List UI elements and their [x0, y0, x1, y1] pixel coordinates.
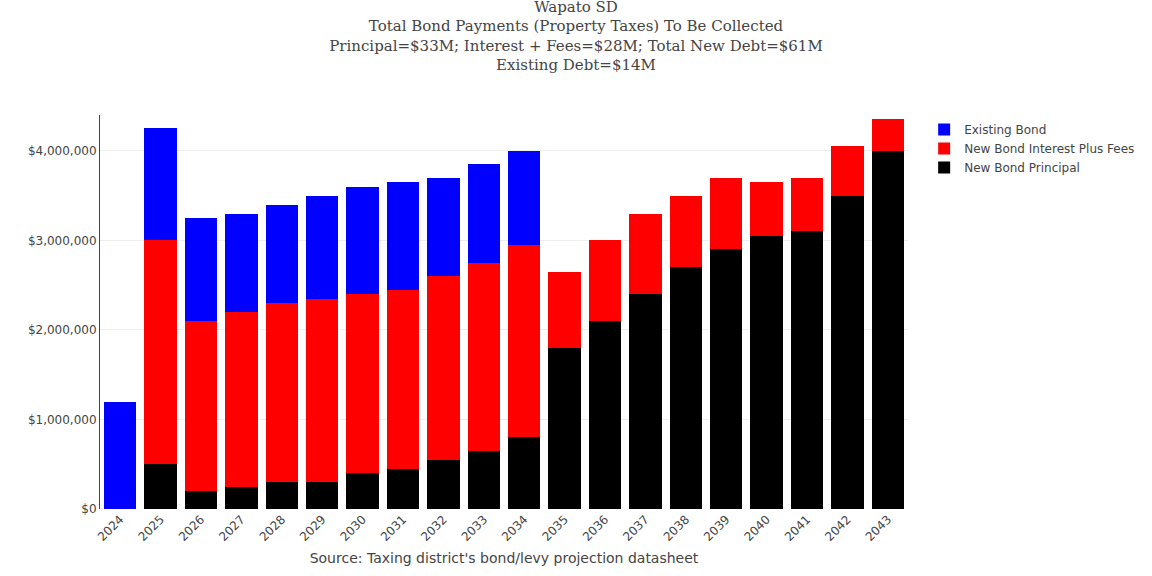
svg-text:2029: 2029 — [297, 512, 328, 543]
svg-text:2042: 2042 — [822, 512, 853, 543]
svg-text:$2,000,000: $2,000,000 — [28, 323, 97, 337]
svg-text:2043: 2043 — [863, 512, 894, 543]
svg-text:2039: 2039 — [701, 512, 732, 543]
svg-text:2033: 2033 — [459, 512, 490, 543]
svg-text:2041: 2041 — [782, 512, 813, 543]
svg-text:2027: 2027 — [216, 512, 247, 543]
svg-text:2040: 2040 — [741, 512, 772, 543]
svg-text:2024: 2024 — [95, 512, 126, 543]
svg-text:2025: 2025 — [135, 512, 166, 543]
svg-text:2031: 2031 — [378, 512, 409, 543]
svg-text:2026: 2026 — [176, 512, 207, 543]
svg-text:2032: 2032 — [418, 512, 449, 543]
svg-text:$4,000,000: $4,000,000 — [28, 144, 97, 158]
svg-text:New Bond Interest Plus Fees: New Bond Interest Plus Fees — [964, 142, 1134, 156]
svg-text:2038: 2038 — [661, 512, 692, 543]
svg-text:Wapato SDTotal Bond Payments (: Wapato SDTotal Bond Payments (Property T… — [329, 0, 823, 74]
svg-text:Source: Taxing district's bond: Source: Taxing district's bond/levy proj… — [310, 550, 699, 566]
svg-text:2035: 2035 — [539, 512, 570, 543]
svg-text:$1,000,000: $1,000,000 — [28, 413, 97, 427]
svg-text:2037: 2037 — [620, 512, 651, 543]
svg-text:$0: $0 — [81, 502, 96, 516]
svg-text:2036: 2036 — [580, 512, 611, 543]
svg-text:Existing Bond: Existing Bond — [964, 123, 1046, 137]
svg-text:2028: 2028 — [257, 512, 288, 543]
svg-text:2034: 2034 — [499, 512, 530, 543]
svg-text:$3,000,000: $3,000,000 — [28, 234, 97, 248]
svg-text:New Bond Principal: New Bond Principal — [964, 161, 1080, 175]
svg-text:2030: 2030 — [337, 512, 368, 543]
